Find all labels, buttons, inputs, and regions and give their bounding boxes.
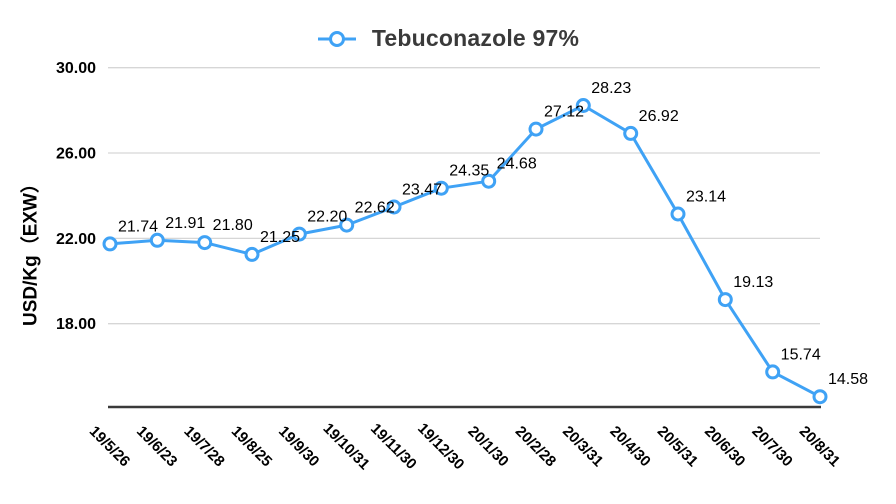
data-point-marker[interactable] [433, 180, 449, 196]
legend[interactable]: Tebuconazole 97% [0, 25, 896, 52]
x-tick-label: 20/7/30 [748, 423, 795, 470]
data-point-markers [102, 98, 828, 405]
x-tick-label: 20/1/30 [464, 423, 511, 470]
x-tick-label: 20/5/31 [654, 423, 701, 470]
y-tick-label: 30.00 [56, 60, 96, 77]
x-tick-label: 19/11/30 [367, 420, 420, 473]
data-point-value-label: 19.13 [733, 274, 773, 291]
x-tick-labels: 19/5/26 19/6/23 19/7/28 19/8/25 19/9/3019/10… [86, 420, 843, 473]
data-point-marker[interactable] [528, 121, 544, 137]
x-tick-label: 19/9/30 [275, 423, 322, 470]
x-tick-label: 19/8/25 [228, 423, 275, 470]
x-tick-label: 19/6/23 [133, 423, 180, 470]
x-tick-label: 20/8/31 [796, 423, 843, 470]
data-point-value-label: 24.35 [449, 163, 489, 180]
data-point-value-label: 21.80 [213, 217, 253, 234]
data-point-value-label: 24.68 [497, 156, 537, 173]
data-point-labels: 21.74 21.91 21.80 21.25 22.20 22.62 23.47 24.35… [118, 80, 868, 388]
data-point-value-label: 22.62 [355, 200, 395, 217]
data-point-value-label: 22.20 [307, 209, 347, 226]
data-point-value-label: 15.74 [781, 346, 821, 363]
data-point-value-label: 21.74 [118, 218, 158, 235]
x-tick-label: 19/5/26 [86, 423, 133, 470]
x-tick-label: 20/3/31 [559, 423, 606, 470]
data-point-marker[interactable] [670, 206, 686, 222]
gridlines [108, 67, 820, 325]
price-series-line [108, 104, 822, 399]
data-point-value-label: 26.92 [639, 108, 679, 125]
data-point-marker[interactable] [102, 236, 118, 252]
data-point-value-label: 14.58 [828, 371, 868, 388]
data-point-marker[interactable] [386, 199, 402, 215]
x-tick-label: 20/6/30 [701, 423, 748, 470]
y-tick-label: 26.00 [56, 146, 96, 163]
x-tick-label: 19/7/28 [180, 423, 227, 470]
data-point-value-label: 21.91 [165, 215, 205, 232]
data-point-marker[interactable] [244, 246, 260, 262]
y-axis-title: USD/Kg（EXW） [20, 173, 42, 327]
x-tick-label: 19/10/31 [320, 420, 373, 473]
legend-line-marker-icon [317, 30, 356, 47]
data-point-marker[interactable] [197, 235, 213, 251]
y-tick-labels: 30.00 26.00 22.00 18.00 [56, 60, 96, 333]
data-point-marker[interactable] [149, 232, 165, 248]
data-point-marker[interactable] [339, 217, 355, 233]
data-point-marker[interactable] [812, 389, 828, 405]
x-tick-label: 19/12/30 [414, 420, 467, 473]
data-point-marker[interactable] [481, 173, 497, 189]
legend-series-label: Tebuconazole 97% [371, 25, 580, 51]
data-point-value-label: 21.25 [260, 229, 300, 246]
data-point-value-label: 28.23 [591, 80, 631, 97]
y-tick-label: 18.00 [56, 316, 96, 333]
x-tick-label: 20/2/28 [512, 423, 559, 470]
y-tick-label: 22.00 [56, 231, 96, 248]
data-point-value-label: 23.47 [402, 182, 442, 199]
x-tick-label: 20/4/30 [606, 423, 653, 470]
data-point-value-label: 23.14 [686, 189, 726, 206]
data-point-value-label: 27.12 [544, 104, 584, 121]
data-point-marker[interactable] [765, 364, 781, 380]
data-point-marker[interactable] [575, 98, 591, 113]
data-point-marker[interactable] [623, 125, 639, 141]
data-point-marker[interactable] [717, 292, 733, 308]
data-point-marker[interactable] [291, 226, 307, 242]
